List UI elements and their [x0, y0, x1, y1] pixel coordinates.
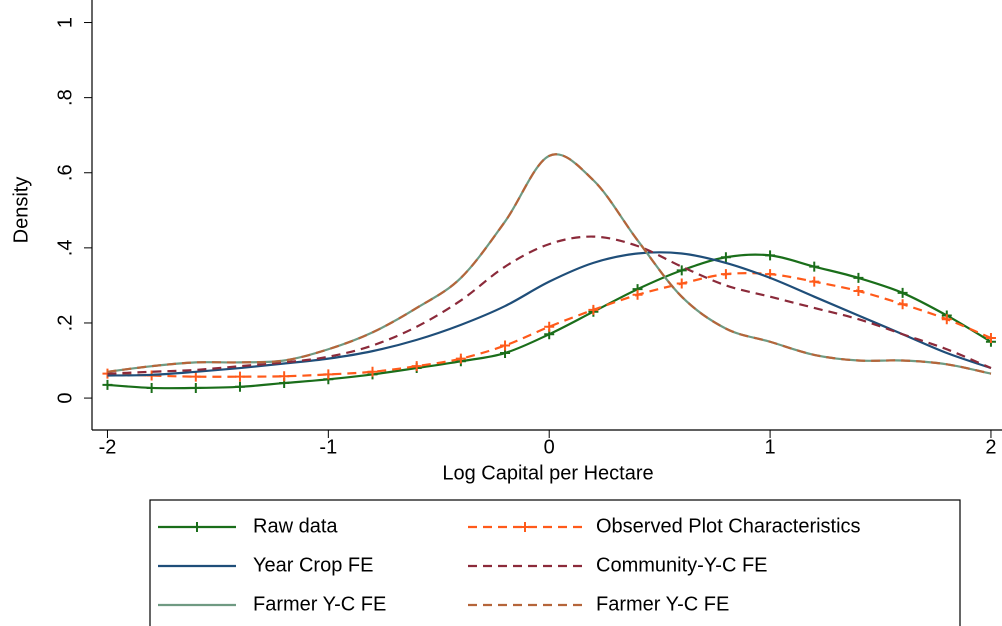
x-axis-title: Log Capital per Hectare — [442, 462, 653, 484]
point-marker — [455, 353, 466, 364]
series-line — [107, 153, 992, 375]
point-marker — [544, 321, 555, 332]
point-marker — [234, 381, 245, 392]
legend-label: Observed Plot Characteristics — [596, 515, 861, 537]
point-marker — [897, 299, 908, 310]
point-marker — [853, 286, 864, 297]
series-line — [107, 235, 992, 375]
legend-label: Farmer Y-C FE — [596, 593, 729, 615]
y-tick-label: .2 — [54, 315, 76, 332]
point-marker — [985, 332, 996, 343]
x-tick-label: -1 — [319, 436, 337, 458]
legend-label: Farmer Y-C FE — [253, 593, 386, 615]
legend-box — [149, 499, 961, 626]
point-marker — [809, 261, 820, 272]
point-marker — [190, 371, 201, 382]
point-marker — [146, 382, 157, 393]
y-tick-label: .6 — [54, 164, 76, 181]
legend-marker — [520, 522, 530, 532]
point-marker — [765, 250, 776, 261]
x-tick-label: -2 — [99, 436, 117, 458]
legend-label: Year Crop FE — [253, 554, 373, 576]
x-tick-label: 2 — [985, 436, 996, 458]
point-marker — [588, 304, 599, 315]
point-marker — [676, 278, 687, 289]
point-marker — [323, 369, 334, 380]
point-marker — [102, 379, 113, 390]
point-marker — [809, 276, 820, 287]
point-marker — [234, 371, 245, 382]
y-tick-label: .8 — [54, 89, 76, 106]
y-tick-label: 0 — [54, 393, 76, 404]
point-marker — [720, 252, 731, 263]
point-marker — [500, 340, 511, 351]
series-line — [107, 251, 992, 377]
y-tick-label: .4 — [54, 240, 76, 257]
x-tick-label: 1 — [765, 436, 776, 458]
point-marker — [367, 366, 378, 377]
point-marker — [632, 289, 643, 300]
x-tick-label: 0 — [544, 436, 555, 458]
legend-marker — [192, 522, 202, 532]
point-marker — [411, 361, 422, 372]
legend-label: Raw data — [253, 515, 338, 537]
point-marker — [279, 371, 290, 382]
point-marker — [190, 382, 201, 393]
point-marker — [941, 314, 952, 325]
legend-label: Community-Y-C FE — [596, 554, 768, 576]
series-line — [107, 271, 992, 378]
y-tick-label: 1 — [54, 17, 76, 28]
point-marker — [897, 287, 908, 298]
series-line — [107, 153, 992, 375]
point-marker — [720, 269, 731, 280]
point-marker — [676, 265, 687, 276]
legend: Raw data Observed Plot Characteristics Yea… — [149, 499, 961, 626]
point-marker — [853, 272, 864, 283]
y-axis-title: Density — [10, 177, 32, 244]
